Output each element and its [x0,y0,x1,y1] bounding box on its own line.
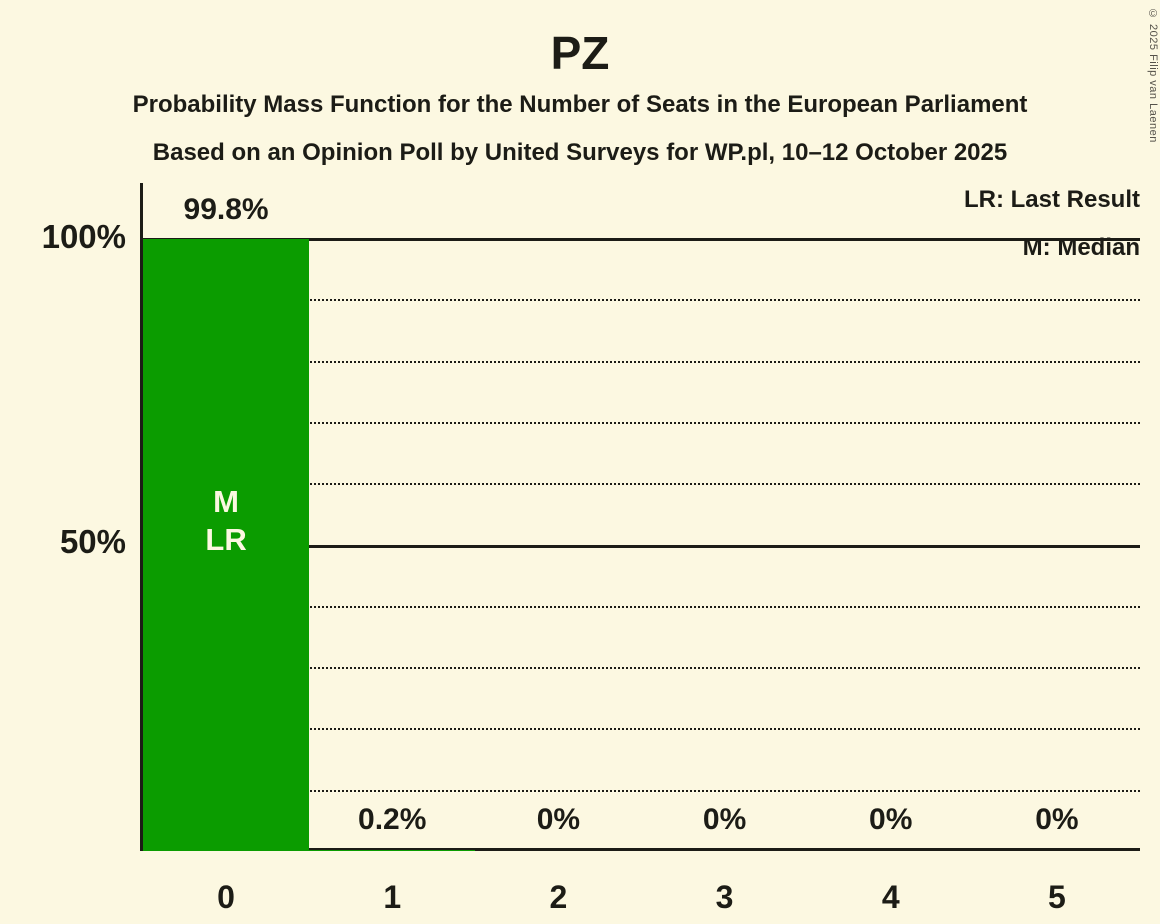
x-tick-label-5: 5 [1048,879,1066,915]
value-label-3: 0% [702,803,747,836]
value-label-2: 0% [536,803,581,836]
gridline-10pct [143,789,1140,792]
x-tick-label-0: 0 [217,879,235,915]
bar-seats-0: M LR [143,239,310,851]
x-tick-label-4: 4 [881,879,900,915]
plot-area: M LR 99.8% 0.2% 0% 0% 0% 0% 0 1 2 3 4 5 [140,183,1140,915]
gridline-90pct [143,299,1140,302]
x-tick-label-2: 2 [549,879,568,915]
bar-annotation-median-last-result: M LR [205,483,247,557]
value-label-1: 0.2% [358,803,427,836]
value-label-5: 0% [1035,803,1079,836]
chart-title: PZ [550,27,610,79]
x-tick-label-1: 1 [383,879,402,915]
gridline-30pct [143,667,1140,670]
gridline-70pct [143,421,1140,424]
legend-last-result: LR: Last Result [963,186,1140,213]
value-label-0: 99.8% [183,193,269,227]
chart-subtitle: Probability Mass Function for the Number… [132,91,1028,118]
x-tick-label-3: 3 [715,879,734,915]
bar-seats-1 [309,849,476,851]
gridline-80pct [143,360,1140,363]
gridline-20pct [143,728,1140,731]
y-tick-label-100: 100% [41,218,126,255]
plot-scale-area: M LR 99.8% 0.2% 0% 0% 0% 0% [143,193,1140,851]
copyright-note: © 2025 Filip van Laenen [1147,8,1159,143]
x-axis-labels: 0 1 2 3 4 5 [143,876,1140,918]
value-label-4: 0% [869,803,913,836]
gridline-40pct [143,605,1140,608]
chart-source-line: Based on an Opinion Poll by United Surve… [152,139,1008,166]
gridline-60pct [143,483,1140,486]
gridline-100pct [143,238,1140,241]
gridline-50pct [143,544,1140,548]
y-tick-label-50: 50% [59,523,126,560]
